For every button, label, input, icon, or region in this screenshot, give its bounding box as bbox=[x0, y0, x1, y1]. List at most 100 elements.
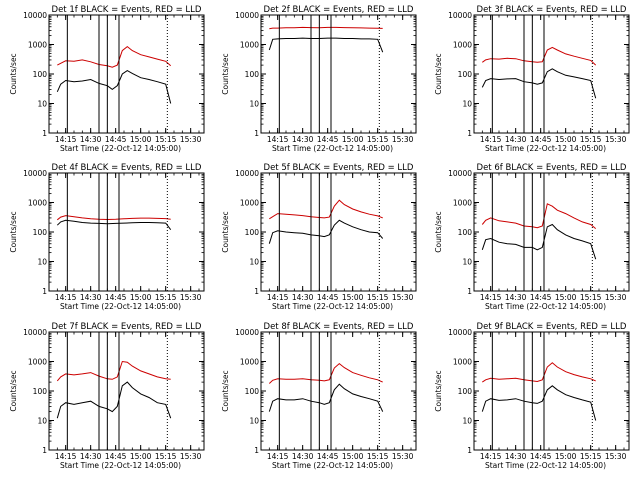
x-axis-label: Start Time (22-Oct-12 14:05:00) bbox=[485, 461, 606, 470]
y-tick-label: 1 bbox=[254, 287, 259, 296]
y-tick-label: 100 bbox=[33, 70, 48, 79]
events-series-line bbox=[481, 68, 597, 99]
x-tick-label: 14:30 bbox=[80, 135, 102, 144]
x-tick-label: 14:15 bbox=[267, 135, 289, 144]
y-tick-label: 10000 bbox=[23, 328, 47, 337]
panel-8: Det 8f BLACK = Events, RED = LLD 1 10 100 10… bbox=[221, 322, 417, 470]
y-tick-label: 10 bbox=[462, 417, 472, 426]
panel-5: Det 5f BLACK = Events, RED = LLD 1 10 100 10… bbox=[221, 163, 417, 311]
x-tick-label: 15:15 bbox=[155, 452, 177, 461]
x-axis-label: Start Time (22-Oct-12 14:05:00) bbox=[485, 144, 606, 153]
y-tick-label: 100 bbox=[458, 387, 473, 396]
x-axis-label: Start Time (22-Oct-12 14:05:00) bbox=[60, 144, 181, 153]
y-tick-label: 100 bbox=[458, 228, 473, 237]
panel-4: Det 4f BLACK = Events, RED = LLD 1 10 100 10… bbox=[9, 163, 205, 311]
events-series-line bbox=[56, 219, 172, 231]
y-axis-label: Counts/sec bbox=[221, 53, 230, 94]
lld-series-line bbox=[269, 199, 383, 220]
y-axis-label: Counts/sec bbox=[221, 370, 230, 411]
x-tick-label: 14:45 bbox=[317, 135, 339, 144]
x-tick-label: 15:00 bbox=[342, 293, 364, 302]
plot-frame bbox=[48, 172, 205, 292]
y-tick-label: 10000 bbox=[23, 169, 47, 178]
x-axis-label: Start Time (22-Oct-12 14:05:00) bbox=[272, 302, 393, 311]
y-axis-label: Counts/sec bbox=[434, 53, 443, 94]
y-tick-label: 10 bbox=[462, 100, 472, 109]
y-tick-label: 1 bbox=[467, 129, 472, 138]
y-tick-label: 1000 bbox=[28, 41, 47, 50]
plot-frame bbox=[260, 331, 417, 451]
events-series-line bbox=[481, 223, 597, 260]
y-axis-label: Counts/sec bbox=[9, 53, 18, 94]
x-tick-label: 14:30 bbox=[80, 452, 102, 461]
plot-frame bbox=[473, 172, 630, 292]
x-tick-label: 15:30 bbox=[605, 452, 627, 461]
y-tick-label: 1000 bbox=[453, 358, 472, 367]
y-tick-label: 1000 bbox=[240, 41, 259, 50]
x-tick-label: 14:15 bbox=[480, 452, 502, 461]
y-tick-label: 10000 bbox=[448, 328, 472, 337]
plot-frame bbox=[473, 331, 630, 451]
events-series-line bbox=[56, 381, 172, 419]
plot-frame bbox=[260, 14, 417, 134]
panel-title: Det 3f BLACK = Events, RED = LLD bbox=[477, 5, 627, 15]
y-tick-label: 10000 bbox=[448, 11, 472, 20]
panel-title: Det 7f BLACK = Events, RED = LLD bbox=[52, 322, 202, 332]
y-tick-label: 10000 bbox=[448, 169, 472, 178]
y-tick-label: 1 bbox=[467, 446, 472, 455]
y-tick-label: 1000 bbox=[240, 199, 259, 208]
plot-frame bbox=[48, 331, 205, 451]
x-tick-label: 14:15 bbox=[55, 135, 77, 144]
x-tick-label: 14:30 bbox=[505, 135, 527, 144]
y-tick-label: 100 bbox=[458, 70, 473, 79]
x-tick-label: 14:30 bbox=[505, 452, 527, 461]
x-tick-label: 14:30 bbox=[80, 293, 102, 302]
x-tick-label: 15:30 bbox=[180, 452, 202, 461]
x-tick-label: 14:30 bbox=[292, 135, 314, 144]
panel-3: Det 3f BLACK = Events, RED = LLD 1 10 100 10… bbox=[434, 5, 630, 153]
y-tick-label: 10000 bbox=[23, 11, 47, 20]
y-tick-label: 10000 bbox=[235, 11, 259, 20]
y-tick-label: 10 bbox=[249, 100, 259, 109]
x-tick-label: 15:15 bbox=[580, 293, 602, 302]
x-tick-label: 15:00 bbox=[555, 293, 577, 302]
events-series-line bbox=[56, 70, 172, 104]
x-tick-label: 14:45 bbox=[530, 452, 552, 461]
plot-frame bbox=[48, 14, 205, 134]
x-tick-label: 14:15 bbox=[480, 293, 502, 302]
y-tick-label: 10000 bbox=[235, 169, 259, 178]
lld-series-line bbox=[57, 45, 172, 68]
x-tick-label: 14:30 bbox=[505, 293, 527, 302]
x-tick-label: 14:30 bbox=[292, 293, 314, 302]
y-tick-label: 1000 bbox=[28, 199, 47, 208]
x-tick-label: 14:45 bbox=[530, 293, 552, 302]
x-tick-label: 15:30 bbox=[392, 293, 414, 302]
x-tick-label: 15:15 bbox=[367, 135, 389, 144]
x-tick-label: 15:30 bbox=[180, 293, 202, 302]
y-tick-label: 1000 bbox=[453, 41, 472, 50]
y-axis-label: Counts/sec bbox=[9, 370, 18, 411]
y-tick-label: 10 bbox=[249, 258, 259, 267]
x-tick-label: 15:00 bbox=[555, 452, 577, 461]
x-tick-label: 15:30 bbox=[392, 452, 414, 461]
lld-series-line bbox=[268, 362, 383, 384]
y-tick-label: 1 bbox=[254, 129, 259, 138]
panel-title: Det 6f BLACK = Events, RED = LLD bbox=[477, 163, 627, 173]
x-axis-label: Start Time (22-Oct-12 14:05:00) bbox=[485, 302, 606, 311]
x-tick-label: 14:45 bbox=[530, 135, 552, 144]
x-tick-label: 15:30 bbox=[605, 293, 627, 302]
y-tick-label: 1000 bbox=[28, 358, 47, 367]
panel-9: Det 9f BLACK = Events, RED = LLD 1 10 100 10… bbox=[434, 322, 630, 470]
y-tick-label: 1000 bbox=[453, 199, 472, 208]
panel-title: Det 9f BLACK = Events, RED = LLD bbox=[477, 322, 627, 332]
x-tick-label: 15:00 bbox=[342, 135, 364, 144]
x-tick-label: 15:15 bbox=[580, 135, 602, 144]
events-series-line bbox=[481, 385, 597, 421]
y-tick-label: 1 bbox=[42, 446, 47, 455]
y-tick-label: 10 bbox=[37, 258, 47, 267]
panel-title: Det 1f BLACK = Events, RED = LLD bbox=[52, 5, 202, 15]
panel-2: Det 2f BLACK = Events, RED = LLD 1 10 100 10… bbox=[221, 5, 417, 153]
x-tick-label: 15:15 bbox=[155, 293, 177, 302]
